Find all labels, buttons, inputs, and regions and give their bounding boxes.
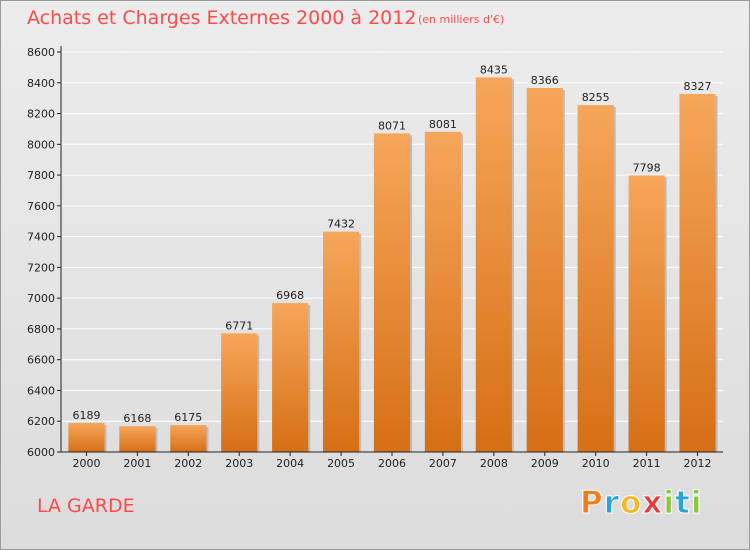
x-tick-label: 2005 (327, 457, 355, 470)
x-tick-label: 2010 (582, 457, 610, 470)
bar-2005 (322, 231, 360, 452)
data-label: 8255 (582, 91, 610, 104)
x-tick-label: 2000 (72, 457, 100, 470)
y-tick-label: 7200 (27, 261, 55, 274)
data-label: 8071 (378, 119, 406, 132)
bar-2011 (628, 175, 665, 452)
logo-letter: o (620, 485, 643, 522)
x-tick-label: 2008 (480, 457, 508, 470)
bar-2008 (475, 77, 512, 452)
x-tick-label: 2001 (123, 457, 151, 470)
x-tick-label: 2003 (225, 457, 253, 470)
x-tick-label: 2012 (684, 457, 712, 470)
y-tick-label: 7400 (27, 231, 55, 244)
data-label: 8327 (684, 80, 712, 93)
logo-letter: P (580, 485, 604, 522)
bar-2010 (577, 105, 614, 453)
logo-letter: i (663, 485, 675, 522)
bar-2001 (119, 426, 156, 452)
chart-subtitle: (en milliers d'€) (418, 13, 505, 26)
bar-2009 (526, 88, 563, 452)
data-label: 8366 (531, 74, 559, 87)
y-tick-label: 6000 (27, 446, 55, 459)
y-tick-label: 6200 (27, 415, 55, 428)
bars (68, 77, 718, 453)
data-label: 7432 (327, 218, 355, 231)
data-label: 8081 (429, 118, 457, 131)
x-tick-label: 2006 (378, 457, 406, 470)
logo-letter: r (603, 485, 621, 522)
x-tick-label: 2004 (276, 457, 304, 470)
data-label: 6168 (123, 412, 151, 425)
proxiti-logo: Proxiti (580, 485, 703, 522)
place-name: LA GARDE (37, 495, 135, 517)
data-label: 8435 (480, 63, 508, 76)
bar-2007 (424, 131, 462, 452)
y-tick-label: 8000 (27, 138, 55, 151)
x-tick-label: 2009 (531, 457, 559, 470)
data-label: 6771 (225, 319, 253, 332)
x-tick-label: 2007 (429, 457, 457, 470)
logo-letter: t (674, 485, 691, 522)
y-tick-label: 7800 (27, 169, 55, 182)
y-tick-label: 6800 (27, 323, 55, 336)
labels: 6000 6200 6400 6600 6800 7000 7200 7400 7600 7800… (27, 46, 712, 470)
y-tick-label: 8400 (27, 77, 55, 90)
y-tick-label: 7000 (27, 292, 55, 305)
chart-title: Achats et Charges Externes 2000 à 2012 (27, 7, 417, 29)
data-label: 6189 (72, 409, 100, 422)
data-label: 7798 (633, 161, 661, 174)
data-label: 6968 (276, 289, 304, 302)
logo-letter: i (690, 485, 703, 522)
x-tick-label: 2002 (174, 457, 202, 470)
bar-2002 (170, 425, 207, 452)
bar-2006 (373, 133, 411, 452)
axes (57, 46, 723, 456)
y-tick-label: 8600 (27, 46, 55, 59)
bar-2004 (272, 303, 309, 452)
bar-2003 (221, 333, 258, 452)
y-tick-label: 8200 (27, 108, 55, 121)
y-tick-label: 7600 (27, 200, 55, 213)
bar-2012 (679, 94, 716, 452)
logo-letter: x (642, 485, 664, 522)
x-tick-label: 2011 (633, 457, 661, 470)
bar-2000 (68, 422, 105, 452)
y-tick-label: 6400 (27, 384, 55, 397)
data-label: 6175 (174, 411, 202, 424)
y-tick-label: 6600 (27, 354, 55, 367)
